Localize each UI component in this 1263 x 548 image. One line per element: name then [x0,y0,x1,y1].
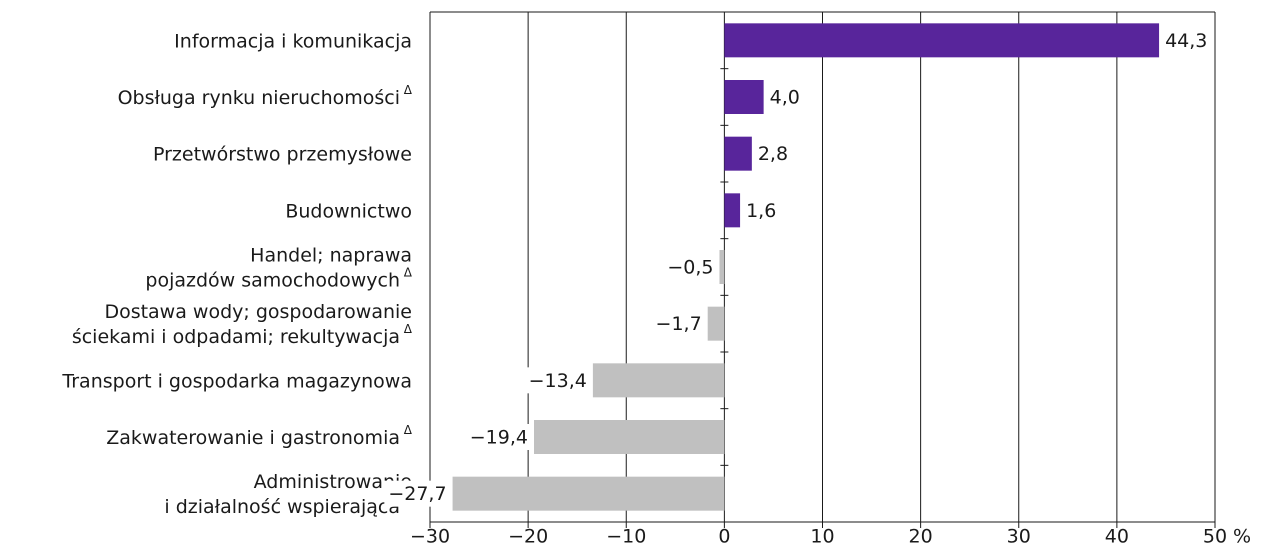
value-label: 4,0 [770,87,800,109]
label-line: ściekami i odpadami; rekultywacja [72,326,400,348]
bar [707,306,725,341]
label-superscript: Δ [404,322,413,336]
bar [719,250,725,284]
y-tick-label: Informacja i komunikacja [174,30,412,52]
x-axis-unit: % [1233,526,1251,548]
value-label-bg [524,367,591,394]
label-superscript: Δ [404,423,413,437]
value-label: −0,5 [667,257,713,279]
label-line: Handel; naprawa [250,244,412,266]
bar [724,80,764,114]
value-label-bg [384,480,451,507]
bar [724,23,1160,58]
label-superscript: Δ [404,83,413,97]
bar [592,363,725,398]
label-line: Budownictwo [285,200,412,222]
label-line: i działalność wspierająca [164,496,400,518]
value-label-bg [465,424,533,450]
value-label: 2,8 [758,143,788,165]
x-tick-label: 20 [909,526,933,548]
y-tick-label: Przetwórstwo przemysłowe [153,143,412,165]
label-line: Transport i gospodarka magazynowa [61,370,412,392]
x-tick-label: −20 [508,526,548,548]
x-tick-label: 0 [718,526,730,548]
x-tick-label: 40 [1105,526,1129,548]
label-line: Administrowanie [254,471,412,493]
label-line: Przetwórstwo przemysłowe [153,143,412,165]
value-label-bg [663,254,718,280]
x-tick-label: 30 [1007,526,1031,548]
y-tick-label: Obsługa rynku nieruchomości Δ [118,83,413,109]
value-label: 44,3 [1165,30,1207,52]
label-line: Dostawa wody; gospodarowanie [104,301,412,323]
value-label: −13,4 [529,370,587,392]
x-tick-label: 10 [810,526,834,548]
value-label: −27,7 [388,483,446,505]
value-label: −1,7 [656,313,702,335]
label-line: Obsługa rynku nieruchomości [118,87,400,109]
x-tick-label: 50 [1203,526,1227,548]
bar [534,420,725,454]
label-line: pojazdów samochodowych [145,269,400,291]
y-tick-label: Budownictwo [285,200,412,222]
label-superscript: Δ [404,265,413,279]
y-tick-label: Dostawa wody; gospodarowanie ściekami i o… [72,301,413,348]
y-tick-label: Administrowanie i działalność wspierająca… [164,471,412,518]
y-tick-label: Zakwaterowanie i gastronomia Δ [106,423,413,449]
bar [452,476,725,511]
x-tick-label: −10 [606,526,646,548]
value-label: −19,4 [470,427,528,449]
label-line: Informacja i komunikacja [174,30,412,52]
value-label: 1,6 [746,200,776,222]
x-tick-label: −30 [410,526,450,548]
value-label-bg [651,310,706,337]
bar [724,193,741,228]
label-line: Zakwaterowanie i gastronomia [106,427,400,449]
y-tick-label: Transport i gospodarka magazynowa [61,370,412,392]
y-tick-label: Handel; naprawa pojazdów samochodowych Δ [145,244,412,291]
bar [724,136,752,171]
